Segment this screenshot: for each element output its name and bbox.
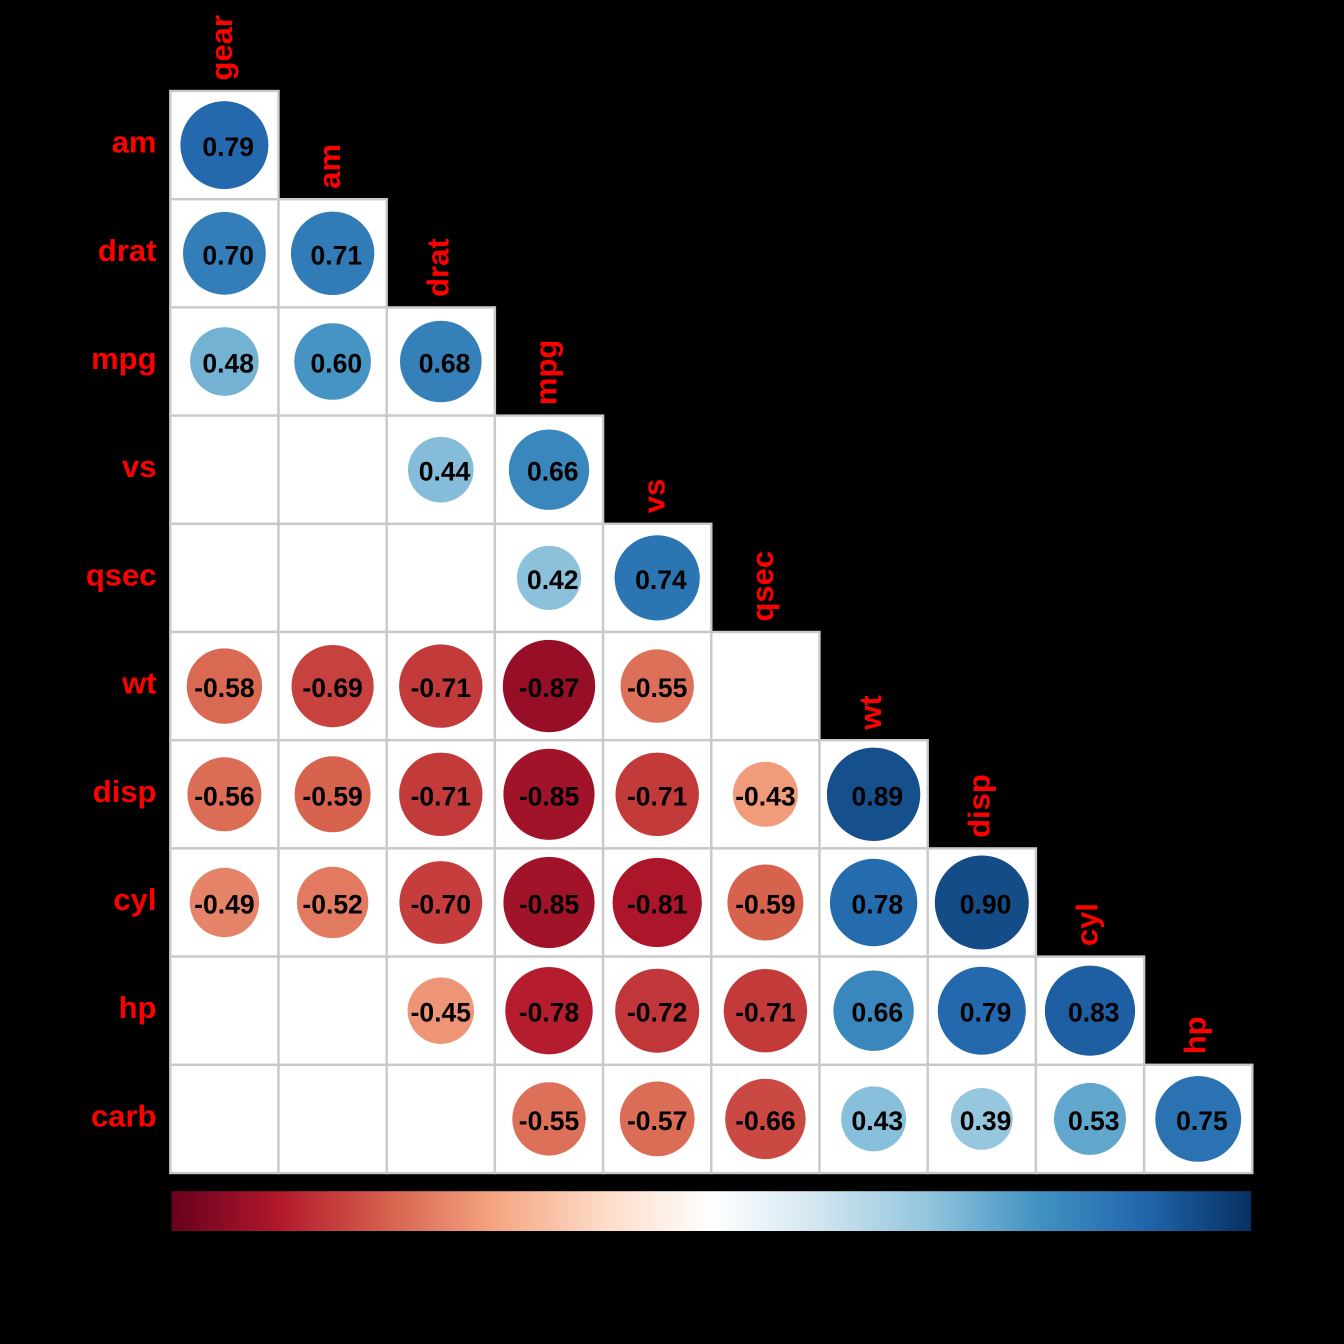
svg-text:-0.71: -0.71 (627, 781, 687, 811)
svg-text:wt: wt (121, 666, 156, 701)
svg-text:mpg: mpg (91, 341, 156, 376)
svg-text:qsec: qsec (86, 557, 157, 592)
svg-text:0.39: 0.39 (960, 1106, 1012, 1136)
svg-text:-0.45: -0.45 (411, 998, 471, 1028)
svg-text:0.75: 0.75 (1176, 1106, 1228, 1136)
svg-text:0.43: 0.43 (852, 1106, 904, 1136)
svg-text:-0.71: -0.71 (411, 781, 471, 811)
svg-text:-0.56: -0.56 (194, 781, 254, 811)
svg-text:disp: disp (961, 774, 996, 838)
svg-text:-0.69: -0.69 (302, 673, 362, 703)
svg-text:0.48: 0.48 (202, 349, 254, 379)
svg-text:0.79: 0.79 (202, 132, 254, 162)
svg-text:-0.43: -0.43 (735, 781, 795, 811)
svg-text:-0.78: -0.78 (519, 998, 579, 1028)
svg-text:0.44: 0.44 (419, 457, 471, 487)
svg-text:0.66: 0.66 (852, 998, 904, 1028)
svg-text:0.89: 0.89 (852, 781, 904, 811)
svg-text:-0.85: -0.85 (519, 781, 579, 811)
svg-text:0.66: 0.66 (527, 457, 579, 487)
svg-text:0.42: 0.42 (527, 565, 579, 595)
svg-text:gear: gear (204, 15, 239, 80)
svg-text:0.78: 0.78 (852, 890, 904, 920)
svg-text:-0.66: -0.66 (735, 1106, 795, 1136)
svg-text:drat: drat (98, 233, 157, 268)
svg-text:-0.85: -0.85 (519, 890, 579, 920)
svg-text:0.74: 0.74 (635, 565, 687, 595)
svg-text:-0.49: -0.49 (194, 890, 254, 920)
svg-text:mpg: mpg (529, 340, 564, 405)
svg-text:0.79: 0.79 (960, 998, 1012, 1028)
svg-text:0.70: 0.70 (202, 240, 254, 270)
svg-text:carb: carb (91, 1098, 156, 1133)
svg-text:-0.59: -0.59 (735, 890, 795, 920)
svg-text:cyl: cyl (1070, 903, 1105, 946)
svg-text:-0.55: -0.55 (627, 673, 687, 703)
svg-text:-0.70: -0.70 (411, 890, 471, 920)
svg-text:vs: vs (122, 449, 156, 484)
svg-text:0.68: 0.68 (419, 349, 471, 379)
svg-text:disp: disp (93, 774, 157, 809)
svg-text:0.83: 0.83 (1068, 998, 1120, 1028)
svg-text:0.90: 0.90 (960, 890, 1012, 920)
svg-text:-0.55: -0.55 (519, 1106, 579, 1136)
svg-text:wt: wt (853, 695, 888, 730)
svg-text:-0.52: -0.52 (302, 890, 362, 920)
svg-text:qsec: qsec (745, 551, 780, 622)
svg-text:-0.71: -0.71 (735, 998, 795, 1028)
svg-text:am: am (312, 144, 347, 189)
svg-text:hp: hp (1178, 1016, 1213, 1054)
svg-text:-0.72: -0.72 (627, 998, 687, 1028)
svg-text:am: am (112, 125, 157, 160)
svg-text:-0.81: -0.81 (627, 890, 687, 920)
svg-text:vs: vs (637, 479, 672, 513)
svg-text:hp: hp (119, 990, 157, 1025)
svg-text:drat: drat (420, 238, 455, 297)
svg-text:cyl: cyl (113, 882, 156, 917)
svg-text:0.71: 0.71 (311, 240, 363, 270)
svg-text:-0.71: -0.71 (411, 673, 471, 703)
svg-text:-0.58: -0.58 (194, 673, 254, 703)
svg-text:0.60: 0.60 (311, 349, 363, 379)
svg-text:0.53: 0.53 (1068, 1106, 1120, 1136)
svg-text:-0.57: -0.57 (627, 1106, 687, 1136)
svg-text:-0.59: -0.59 (302, 781, 362, 811)
svg-text:-0.87: -0.87 (519, 673, 579, 703)
